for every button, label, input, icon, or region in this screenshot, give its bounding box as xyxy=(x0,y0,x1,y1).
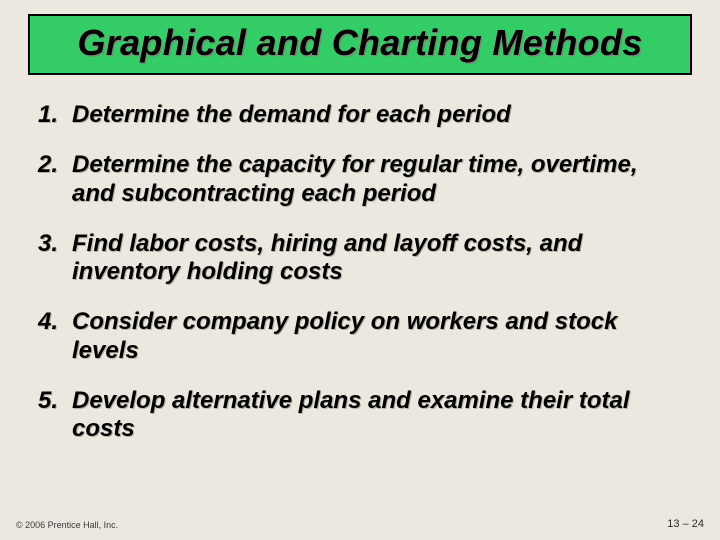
list-item-text: Find labor costs, hiring and layoff cost… xyxy=(72,230,684,287)
footer-page-number: 13 – 24 xyxy=(667,518,704,530)
title-box: Graphical and Charting Methods xyxy=(28,14,692,75)
footer-copyright: © 2006 Prentice Hall, Inc. xyxy=(16,520,118,530)
list-item-number: 3. xyxy=(32,230,58,287)
slide-title: Graphical and Charting Methods xyxy=(40,24,680,63)
list-item-number: 1. xyxy=(32,101,58,129)
list-item-text: Consider company policy on workers and s… xyxy=(72,308,684,365)
list-item: 1. Determine the demand for each period xyxy=(32,101,684,129)
list-item: 5. Develop alternative plans and examine… xyxy=(32,387,684,444)
list-item-number: 2. xyxy=(32,151,58,208)
list-item: 3. Find labor costs, hiring and layoff c… xyxy=(32,230,684,287)
list-item-text: Determine the demand for each period xyxy=(72,101,684,129)
list-item-text: Determine the capacity for regular time,… xyxy=(72,151,684,208)
list-item-number: 4. xyxy=(32,308,58,365)
steps-list: 1. Determine the demand for each period … xyxy=(26,101,694,444)
list-item: 4. Consider company policy on workers an… xyxy=(32,308,684,365)
list-item: 2. Determine the capacity for regular ti… xyxy=(32,151,684,208)
list-item-text: Develop alternative plans and examine th… xyxy=(72,387,684,444)
slide: Graphical and Charting Methods 1. Determ… xyxy=(0,0,720,540)
list-item-number: 5. xyxy=(32,387,58,444)
